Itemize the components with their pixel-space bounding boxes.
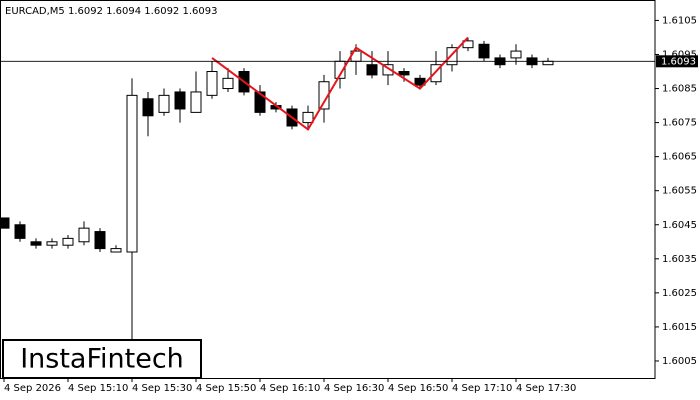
y-tick-label: 1.6105: [662, 15, 697, 26]
y-tick-label: 1.6075: [662, 118, 697, 129]
price-label-box: [656, 55, 698, 68]
candle-body: [110, 248, 122, 253]
candle-body: [14, 224, 26, 239]
candle-body: [222, 77, 234, 90]
y-tick-label: 1.6015: [662, 322, 697, 333]
y-tick-label: 1.6025: [662, 288, 697, 299]
candle-body: [478, 43, 490, 59]
candle-body: [46, 241, 58, 246]
candle-body: [302, 111, 314, 124]
candle-body: [398, 71, 410, 76]
candle-body: [174, 91, 186, 110]
plot-border: [0, 0, 656, 379]
candle-body: [0, 217, 10, 229]
y-tick-label: 1.6055: [662, 186, 697, 197]
x-tick-label: 4 Sep 16:10: [260, 383, 320, 394]
candle-body: [510, 50, 522, 59]
candle-body: [30, 241, 42, 246]
x-tick-label: 4 Sep 16:30: [324, 383, 384, 394]
candle-body: [94, 231, 106, 250]
chart-title: EURCAD,M5 1.6092 1.6094 1.6092 1.6093: [5, 6, 217, 17]
candle-body: [366, 64, 378, 76]
x-tick-label: 4 Sep 17:30: [516, 383, 576, 394]
candle-body: [430, 64, 442, 83]
candle-body: [78, 227, 90, 243]
logo-box: [2, 339, 202, 379]
candle-body: [414, 77, 426, 86]
y-tick-label: 1.6065: [662, 152, 697, 163]
y-tick-label: 1.6085: [662, 84, 697, 95]
plot-area: [0, 36, 655, 341]
pattern-line: [211, 36, 469, 131]
y-tick-label: 1.6035: [662, 254, 697, 265]
candle-body: [142, 98, 154, 117]
candle-body: [382, 64, 394, 76]
candle-body: [542, 60, 554, 66]
logo: InstaFintech: [20, 344, 184, 375]
candle-body: [254, 91, 266, 113]
x-tick-label: 4 Sep 16:50: [388, 383, 448, 394]
candle-body: [462, 40, 474, 49]
candle-body: [158, 94, 170, 113]
candle-body: [446, 47, 458, 66]
y-tick-label: 1.6095: [662, 49, 697, 60]
x-tick-label: 4 Sep 15:30: [132, 383, 192, 394]
candle-body: [126, 94, 138, 253]
y-tick-label: 1.6045: [662, 220, 697, 231]
y-tick-label: 1.6005: [662, 356, 697, 367]
candle-body: [190, 91, 202, 113]
x-tick-label: 4 Sep 15:10: [68, 383, 128, 394]
price-label: 1.6093: [661, 56, 696, 67]
candle-body: [62, 237, 74, 246]
axes: 1.6005 1.6015 1.6025 1.6035 1.6045 1.6055 1.60…: [3, 15, 698, 394]
candle-body: [206, 71, 218, 96]
x-tick-label: 4 Sep 2026: [4, 383, 61, 394]
x-tick-label: 4 Sep 15:50: [196, 383, 256, 394]
x-tick-label: 4 Sep 17:10: [452, 383, 512, 394]
